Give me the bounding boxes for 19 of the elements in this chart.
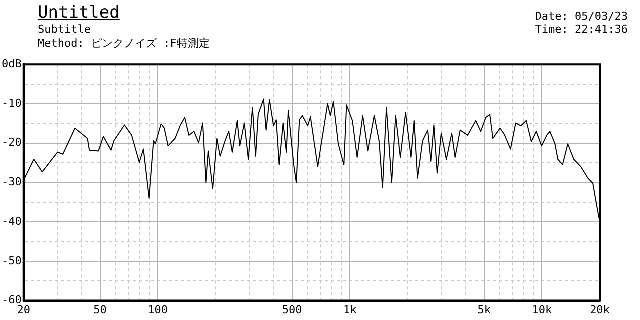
y-tick-label: -40 xyxy=(2,214,22,228)
y-tick-label: -50 xyxy=(2,254,22,268)
text: Method: ピンクノイズ :F特測定 xyxy=(38,36,210,51)
text: Time: 22:41:36 xyxy=(535,23,628,36)
y-tick-label: -10 xyxy=(2,96,22,110)
x-tick-label: 1k xyxy=(344,303,358,316)
chart-subtitle: Subtitle xyxy=(38,23,91,36)
x-tick-label: 5k xyxy=(478,303,492,316)
x-tick-label: 10k xyxy=(532,303,552,316)
x-tick-label: 50 xyxy=(94,303,107,316)
y-tick-label: 0dB xyxy=(2,57,22,70)
x-tick-label: 500 xyxy=(282,303,302,316)
x-tick-label: 20 xyxy=(17,303,30,316)
y-tick-label: -20 xyxy=(2,136,22,150)
text: Date: 05/03/23 xyxy=(535,10,628,23)
y-tick-label: -30 xyxy=(2,176,22,189)
x-tick-label: 20k xyxy=(590,303,610,316)
x-tick-label: 100 xyxy=(148,303,168,316)
chart-title: Untitled xyxy=(38,3,120,23)
